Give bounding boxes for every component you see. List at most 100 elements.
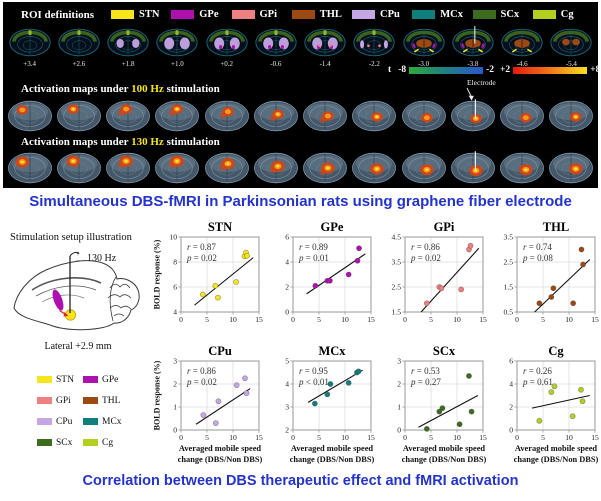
activation-slice — [350, 149, 399, 187]
scatter-chart: 0 5 10 15 0 2 4 6 Averaged mobile speed change (D… — [509, 358, 599, 464]
activation-slice — [498, 97, 547, 135]
data-point — [212, 282, 219, 289]
svg-text:6: 6 — [285, 234, 289, 242]
activation-slice — [251, 149, 300, 187]
correlation-stats: r = 0.86 p = 0.02 — [187, 366, 217, 387]
data-point — [215, 294, 221, 301]
scatter-chart: 0 5 10 15 2 3 4 5 Averaged mobile speed change (D… — [285, 358, 375, 464]
activation-slice-graphic — [352, 100, 397, 132]
svg-text:0.5: 0.5 — [504, 308, 514, 317]
data-point — [579, 398, 586, 405]
data-point — [548, 294, 555, 300]
svg-text:10: 10 — [341, 433, 349, 442]
activation-row-100hz — [5, 97, 596, 135]
data-point — [355, 368, 362, 375]
data-point — [548, 389, 555, 395]
activation-slice — [399, 97, 448, 135]
plot-title: SCx — [432, 344, 456, 358]
svg-text:2: 2 — [509, 403, 513, 412]
svg-text:4: 4 — [285, 380, 289, 389]
activation-slice-graphic — [401, 100, 446, 132]
data-point — [233, 382, 240, 389]
slice-coordinate: -5.4 — [565, 60, 577, 68]
legend-item-Cg: Cg — [83, 432, 129, 453]
svg-text:5: 5 — [541, 433, 545, 442]
scatter-plot-grid: STN 0 5 10 15 4 6 8 10 BOLD response (%) r = 0.87 p… — [151, 220, 601, 472]
svg-text:3: 3 — [173, 358, 177, 366]
roi-label: Cg — [560, 9, 574, 20]
data-point — [536, 417, 543, 424]
legend-label: SCx — [56, 437, 73, 448]
atlas-slice--1.4: -1.4 — [301, 26, 350, 68]
svg-text:10: 10 — [229, 433, 237, 442]
activation-slice-graphic — [106, 100, 151, 132]
legend-item-GPi: GPi — [37, 390, 83, 411]
svg-text:0: 0 — [291, 433, 295, 442]
scatter-chart: 0 5 10 15 0 2 4 6 — [285, 234, 375, 324]
svg-text:3.5: 3.5 — [504, 234, 514, 242]
legend-color-swatch — [83, 418, 98, 425]
atlas-slice--3.0: -3.0 — [399, 26, 448, 68]
act-100-prefix: Activation maps under — [21, 83, 129, 95]
data-point — [233, 279, 240, 285]
activation-100hz-label: Activation maps under 100 Hz stimulation — [21, 83, 220, 95]
slice-coordinate: +1.8 — [121, 60, 135, 68]
brain-slice-graphic — [156, 28, 198, 57]
trend-line — [534, 259, 591, 313]
correlation-stats: r = 0.53 p = 0.27 — [411, 366, 441, 387]
t-label: t — [388, 65, 392, 75]
act-130-suffix: stimulation — [166, 136, 220, 148]
roi-label: STN — [139, 9, 160, 20]
x-axis-label-line2: change (DBS/Non DBS) — [290, 455, 375, 464]
activation-slice-graphic — [401, 152, 446, 184]
roi-label: MCx — [440, 9, 463, 20]
activation-slice-graphic — [56, 100, 101, 132]
atlas-slice-+1.0: +1.0 — [153, 26, 202, 68]
activation-slice — [448, 97, 497, 135]
svg-text:10: 10 — [453, 433, 461, 442]
atlas-slice--2.2: -2.2 — [350, 26, 399, 68]
svg-text:3.5: 3.5 — [392, 258, 402, 267]
activation-slice — [547, 149, 596, 187]
activation-slice — [5, 149, 54, 187]
data-point — [569, 413, 576, 420]
activation-slice — [498, 149, 547, 187]
activation-slice-graphic — [450, 99, 495, 132]
electrode-arrow-icon — [466, 87, 474, 101]
atlas-slice--0.6: -0.6 — [251, 26, 300, 68]
legend-item-CPu: CPu — [37, 411, 83, 432]
data-point — [456, 421, 463, 428]
legend-color-swatch — [83, 376, 98, 383]
svg-text:0: 0 — [403, 433, 407, 442]
trend-line — [194, 257, 254, 306]
svg-text:1.5: 1.5 — [504, 283, 514, 292]
colorbar-pos-min: +2 — [500, 65, 511, 75]
scatter-Cg: Cg 0 5 10 15 0 2 4 6 Averaged mobile speed change … — [487, 344, 599, 466]
x-axis-label-line2: change (DBS/Non DBS) — [514, 455, 599, 464]
roi-color-swatch — [231, 10, 255, 19]
activation-slice — [5, 97, 54, 135]
corpus-callosum — [31, 277, 102, 291]
data-point — [199, 291, 206, 298]
svg-text:5: 5 — [429, 315, 433, 324]
atlas-slice-row: +3.4 +2.6 +1.8 +1.0 +0.2 -0.6 -1.4 -2.2 -3.0 -3.8… — [5, 26, 596, 68]
roi-key-GPe: GPe — [171, 9, 231, 20]
activation-slice-graphic — [155, 100, 200, 132]
data-point — [536, 300, 543, 307]
data-point — [467, 242, 474, 249]
svg-text:15: 15 — [479, 315, 487, 324]
data-point — [354, 257, 361, 264]
roi-color-swatch — [472, 10, 496, 19]
data-point — [345, 271, 352, 278]
data-point — [458, 286, 465, 293]
plot-title: Cg — [548, 344, 564, 358]
slice-coordinate: -3.0 — [418, 60, 430, 68]
scatter-SCx: SCx 0 5 10 15 0 1 2 3 Averaged mobile speed change… — [375, 344, 487, 466]
legend-label: Cg — [102, 437, 114, 448]
legend-label: GPi — [56, 395, 71, 406]
activation-slice-graphic — [450, 151, 495, 184]
lateral-coordinate-label: Lateral +2.9 mm — [44, 341, 112, 352]
scatter-MCx: MCx 0 5 10 15 2 3 4 5 Averaged mobile speed change… — [263, 344, 375, 466]
atlas-slice-+3.4: +3.4 — [5, 26, 54, 68]
correlation-stats: r = 0.74 p = 0.08 — [523, 242, 553, 263]
